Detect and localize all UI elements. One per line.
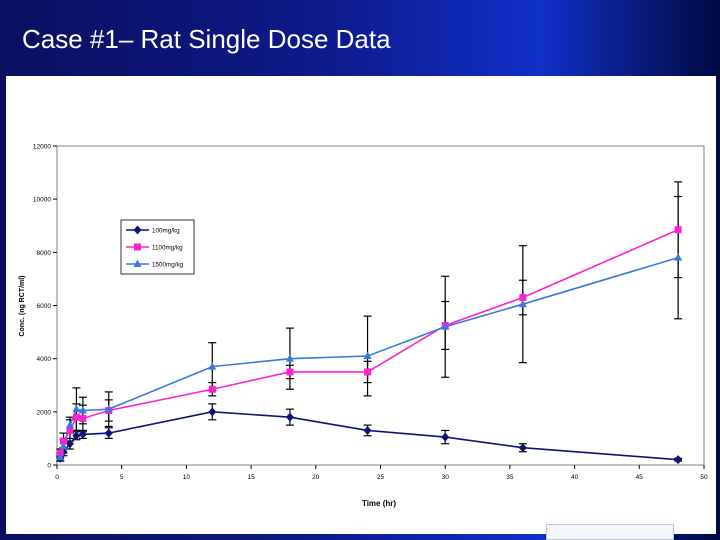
y-tick-label: 12000 xyxy=(33,144,51,151)
legend-marker xyxy=(134,243,141,251)
data-point xyxy=(104,404,113,413)
data-point xyxy=(59,437,67,445)
data-point xyxy=(519,294,527,302)
data-point xyxy=(59,441,68,450)
x-tick-label: 50 xyxy=(700,474,708,481)
data-point xyxy=(674,226,682,234)
x-tick-label: 30 xyxy=(442,474,450,481)
data-point xyxy=(65,439,74,449)
x-tick-label: 40 xyxy=(571,474,579,481)
x-tick-label: 10 xyxy=(183,474,191,481)
data-point xyxy=(78,429,87,439)
data-point xyxy=(208,385,216,393)
y-tick-label: 8000 xyxy=(37,250,52,257)
x-tick-label: 45 xyxy=(636,474,644,481)
legend-label: 1100mg/kg xyxy=(152,245,183,252)
y-tick-label: 10000 xyxy=(33,197,51,204)
data-point xyxy=(364,368,372,376)
data-point xyxy=(674,455,683,465)
data-point xyxy=(286,368,294,376)
series-markers xyxy=(56,226,683,465)
y-tick-label: 4000 xyxy=(37,356,52,363)
corner-box xyxy=(546,524,674,540)
y-tick-label: 6000 xyxy=(37,303,52,310)
x-tick-label: 20 xyxy=(312,474,320,481)
x-tick-label: 25 xyxy=(377,474,385,481)
data-point xyxy=(441,432,450,442)
chart-legend: 100mg/kg 1100mg/kg 1500mg/kg xyxy=(120,219,195,275)
y-tick-label: 0 xyxy=(47,463,51,470)
data-point xyxy=(66,426,74,434)
y-tick-label: 2000 xyxy=(37,409,52,416)
legend-marker xyxy=(133,225,142,235)
data-point xyxy=(65,420,74,429)
data-point xyxy=(518,443,527,453)
data-point xyxy=(208,362,217,370)
y-axis-label: Conc. (ng RCT/ml) xyxy=(19,275,26,336)
data-point xyxy=(104,428,113,438)
x-tick-label: 35 xyxy=(506,474,514,481)
data-point xyxy=(285,412,294,422)
plot-frame xyxy=(56,145,705,466)
data-point xyxy=(363,351,372,360)
chart-panel: 0 2000 4000 6000 8000 10000 12000 0 5 10 15 20 25 30 3… xyxy=(6,76,716,534)
data-point xyxy=(208,407,217,417)
legend-marker xyxy=(133,259,142,267)
x-tick-label: 5 xyxy=(120,474,124,481)
data-point xyxy=(79,414,87,422)
pk-chart: 0 2000 4000 6000 8000 10000 12000 0 5 10 15 20 25 30 3… xyxy=(19,144,708,509)
data-point xyxy=(285,354,294,362)
data-point xyxy=(441,322,450,330)
legend-label: 100mg/kg xyxy=(152,228,180,235)
data-point xyxy=(674,253,683,261)
data-point xyxy=(72,404,81,413)
chart-axes: 0 2000 4000 6000 8000 10000 12000 0 5 10 15 20 25 30 3… xyxy=(33,144,708,482)
data-point xyxy=(518,299,527,308)
x-tick-label: 15 xyxy=(247,474,255,481)
legend-label: 1500mg/kg xyxy=(152,262,184,269)
data-point xyxy=(56,452,65,461)
data-point xyxy=(72,413,80,421)
x-tick-label: 0 xyxy=(55,474,59,481)
data-point xyxy=(363,425,372,435)
data-point xyxy=(78,406,87,414)
data-point xyxy=(72,431,81,441)
x-axis-label: Time (hr) xyxy=(362,499,396,508)
slide-title: Case #1– Rat Single Dose Data xyxy=(22,24,391,54)
